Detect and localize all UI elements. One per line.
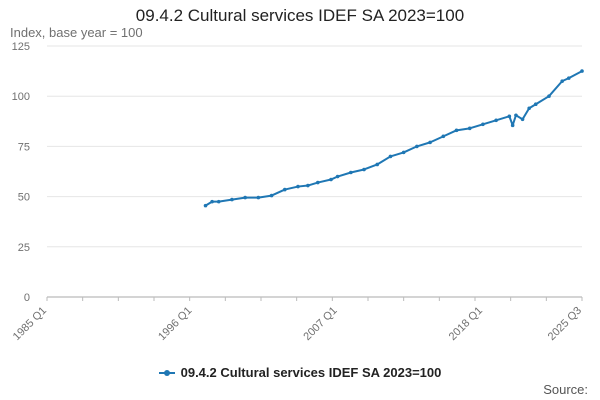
data-point	[401, 150, 406, 155]
legend-item-label: 09.4.2 Cultural services IDEF SA 2023=10…	[180, 365, 442, 380]
data-point	[296, 184, 300, 189]
data-point	[580, 69, 584, 73]
data-point	[454, 128, 459, 133]
data-point	[316, 180, 320, 185]
data-point	[335, 174, 340, 179]
y-tick-label: 75	[18, 141, 30, 153]
data-point	[428, 140, 432, 145]
legend-swatch-icon	[158, 369, 175, 376]
data-point	[507, 114, 512, 119]
y-tick-label: 0	[24, 292, 30, 304]
data-point	[375, 162, 380, 167]
data-point	[306, 183, 310, 188]
chart-title: 09.4.2 Cultural services IDEF SA 2023=10…	[135, 6, 465, 25]
chart-subtitle: Index, base year = 100	[10, 25, 143, 40]
data-point	[282, 187, 287, 192]
x-tick-label: 1996 Q1	[156, 305, 194, 343]
x-tick-label: 1985 Q1	[11, 305, 49, 343]
y-tick-label: 50	[18, 192, 30, 204]
y-tick-label: 125	[12, 41, 30, 53]
data-point	[349, 170, 353, 175]
data-point	[467, 126, 472, 131]
data-point	[514, 113, 518, 118]
chart-legend[interactable]: 09.4.2 Cultural services IDEF SA 2023=10…	[0, 365, 600, 380]
data-point	[203, 203, 208, 208]
data-point	[527, 106, 531, 111]
data-point	[441, 134, 446, 139]
data-point	[362, 167, 366, 172]
data-point	[520, 117, 525, 122]
data-point	[494, 118, 498, 123]
x-tick-label: 2018 Q1	[447, 305, 485, 343]
data-point	[415, 144, 419, 149]
x-tick-label: 2025 Q3	[546, 305, 584, 343]
data-point	[329, 177, 333, 182]
data-point	[230, 197, 234, 202]
data-point	[510, 123, 515, 128]
data-point	[388, 154, 393, 159]
series-line	[204, 70, 583, 207]
y-tick-label: 100	[12, 91, 30, 103]
data-point	[560, 79, 564, 83]
data-point	[566, 76, 571, 80]
data-point	[210, 199, 214, 204]
x-tick-label: 2007 Q1	[301, 305, 339, 343]
data-point	[481, 122, 485, 127]
data-point	[547, 94, 551, 98]
data-point	[216, 199, 221, 204]
data-point	[533, 102, 538, 107]
source-label: Source:	[543, 382, 588, 397]
y-tick-label: 25	[18, 242, 30, 254]
data-point	[269, 193, 274, 198]
data-point	[256, 195, 261, 200]
data-point	[243, 195, 247, 200]
